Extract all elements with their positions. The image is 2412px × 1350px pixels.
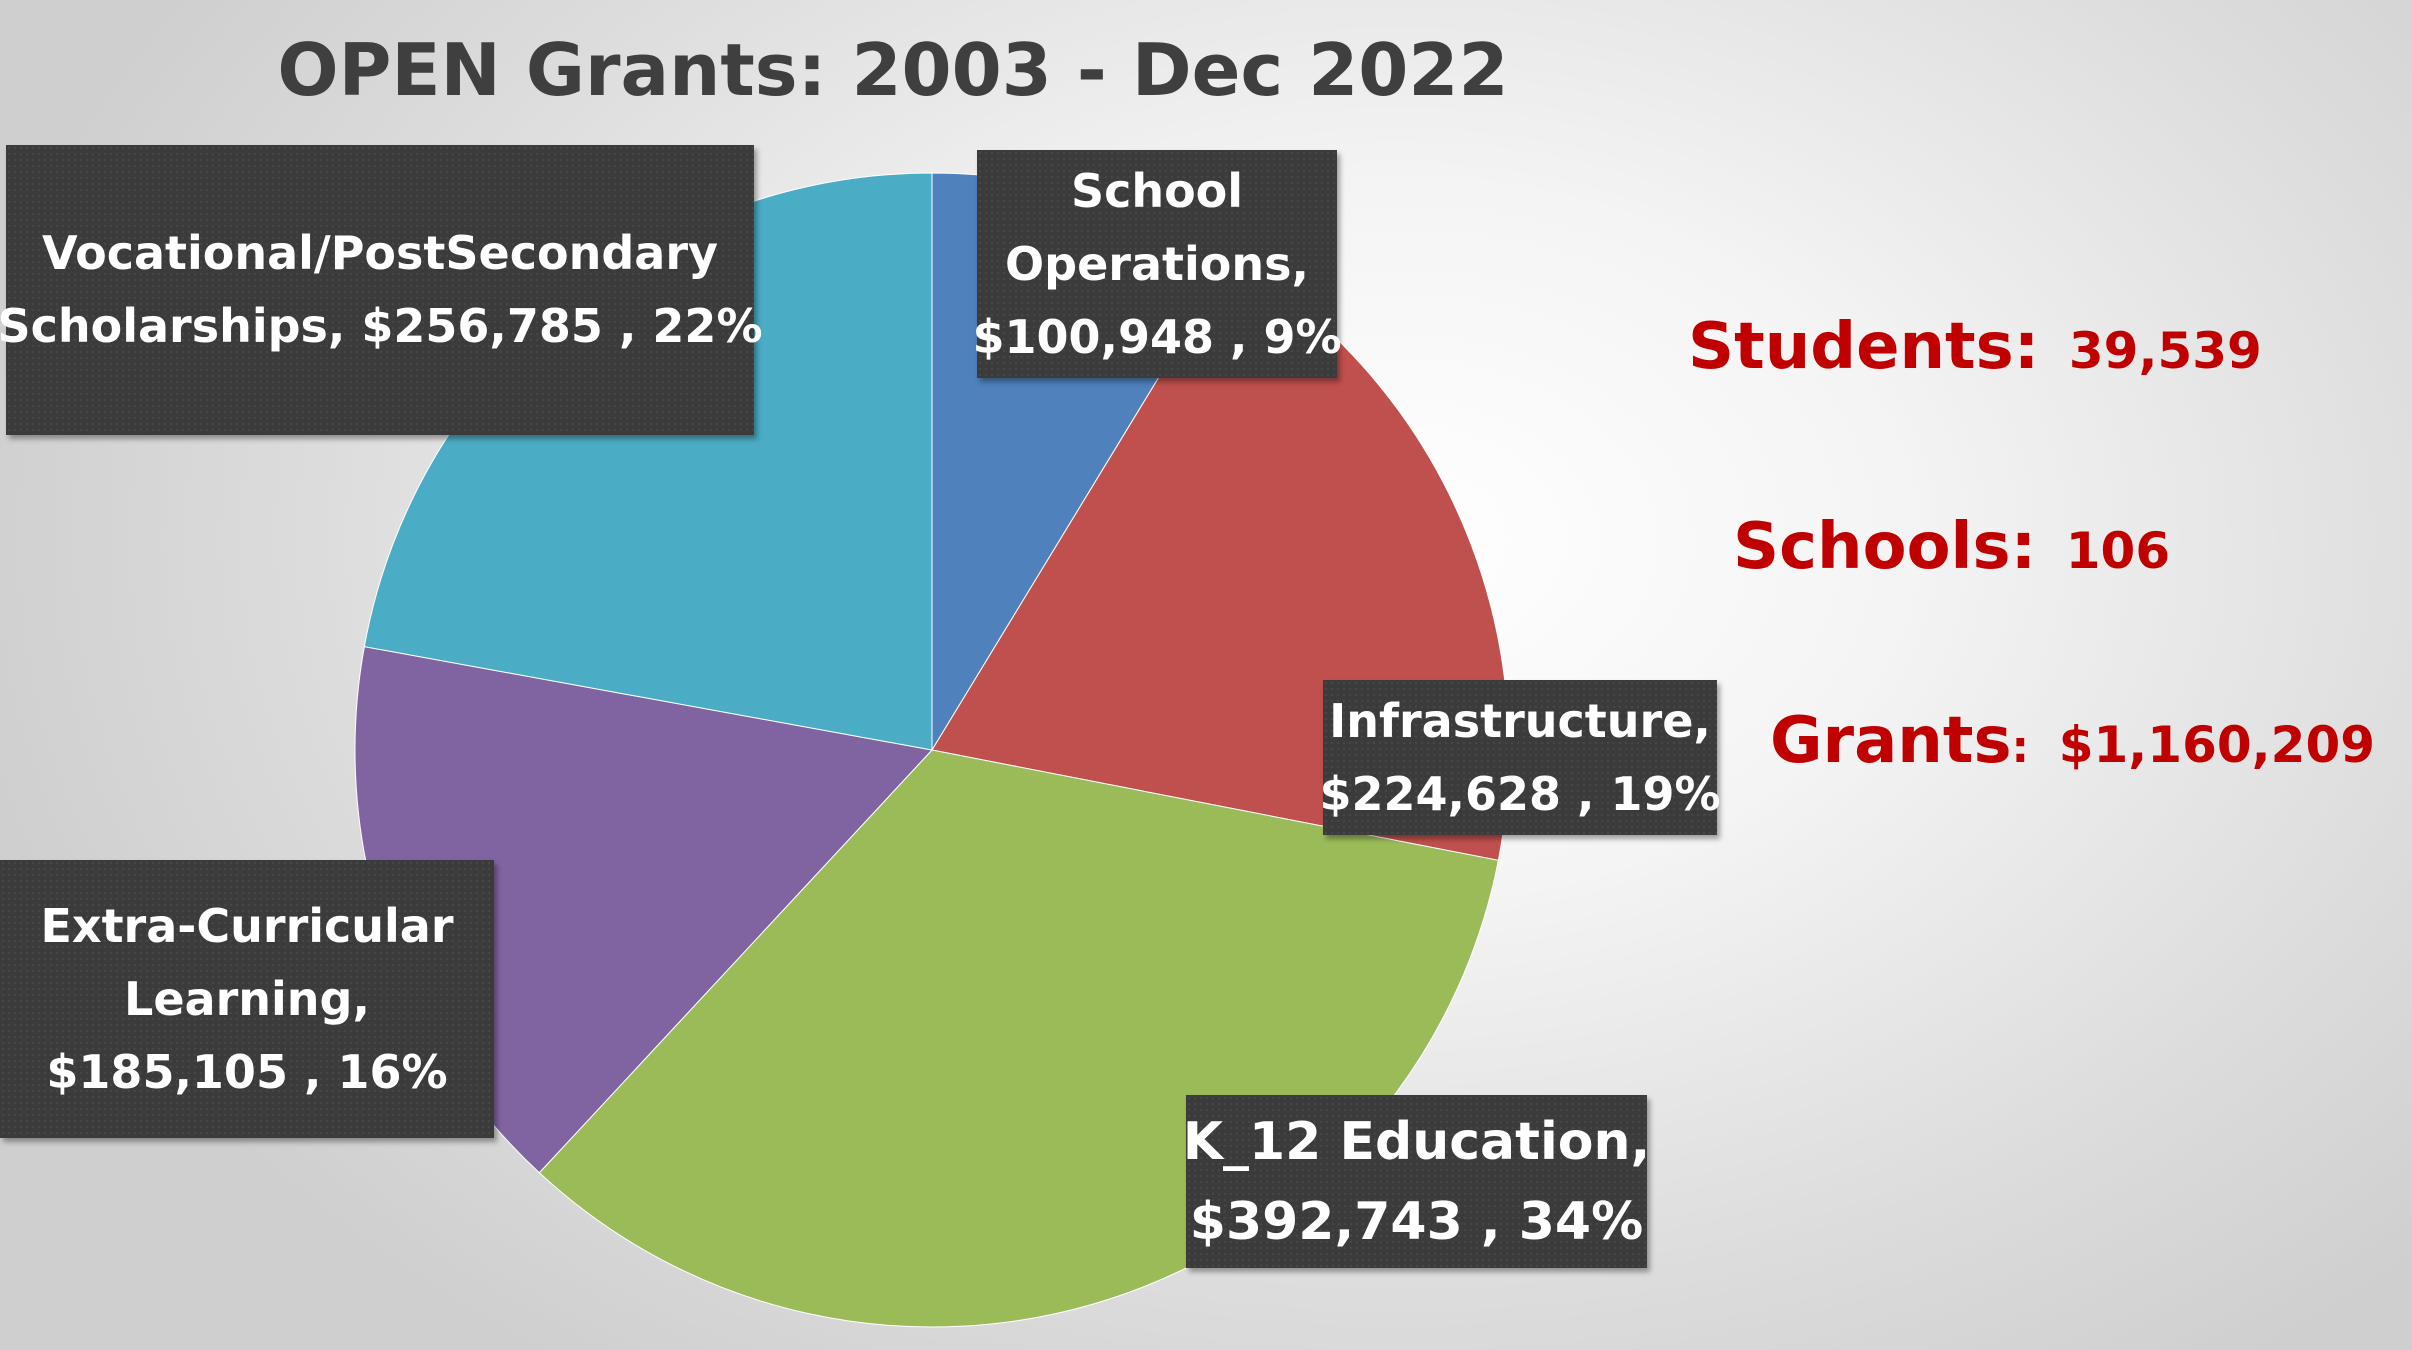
label-line: $185,105 , 16% — [46, 1044, 448, 1099]
label-school-operations: School Operations, $100,948 , 9% — [972, 150, 1342, 378]
label-line: Operations, — [1005, 236, 1309, 291]
label-extra-curricular: Extra-Curricular Learning, $185,105 , 16… — [0, 860, 494, 1138]
label-line: Scholarships, $256,785 , 22% — [0, 299, 763, 353]
label-line: $100,948 , 9% — [972, 309, 1342, 364]
stat-grants-value: $1,160,209 — [2058, 716, 2376, 774]
label-line: School — [1070, 163, 1244, 218]
label-vocational: Vocational/PostSecondary Scholarships, $… — [0, 145, 763, 435]
stat-schools-value: 106 — [2065, 522, 2171, 580]
stat-grants-separator: : — [2011, 722, 2030, 773]
stat-schools-label: Schools: — [1733, 510, 2037, 584]
label-line: K_12 Education, — [1182, 1111, 1651, 1172]
label-line: $224,628 , 19% — [1319, 766, 1721, 821]
label-line: $392,743 , 34% — [1189, 1191, 1644, 1252]
label-line: Extra-Curricular — [40, 898, 454, 953]
label-k12-education: K_12 Education, $392,743 , 34% — [1183, 1095, 1650, 1268]
stat-grants: Grants: $1,160,209 — [1770, 704, 2375, 778]
label-infrastructure: Infrastructure, $224,628 , 19% — [1319, 680, 1721, 835]
stat-grants-label: Grants — [1770, 704, 2012, 778]
label-line: Infrastructure, — [1329, 693, 1711, 748]
chart-title: OPEN Grants: 2003 - Dec 2022 — [277, 28, 1509, 112]
label-line: Learning, — [124, 971, 370, 1026]
stat-students: Students: 39,539 — [1688, 310, 2262, 384]
stat-students-value: 39,539 — [2068, 322, 2262, 380]
label-line: Vocational/PostSecondary — [42, 226, 718, 280]
stat-schools: Schools: 106 — [1733, 510, 2170, 584]
stat-students-label: Students: — [1688, 310, 2040, 384]
